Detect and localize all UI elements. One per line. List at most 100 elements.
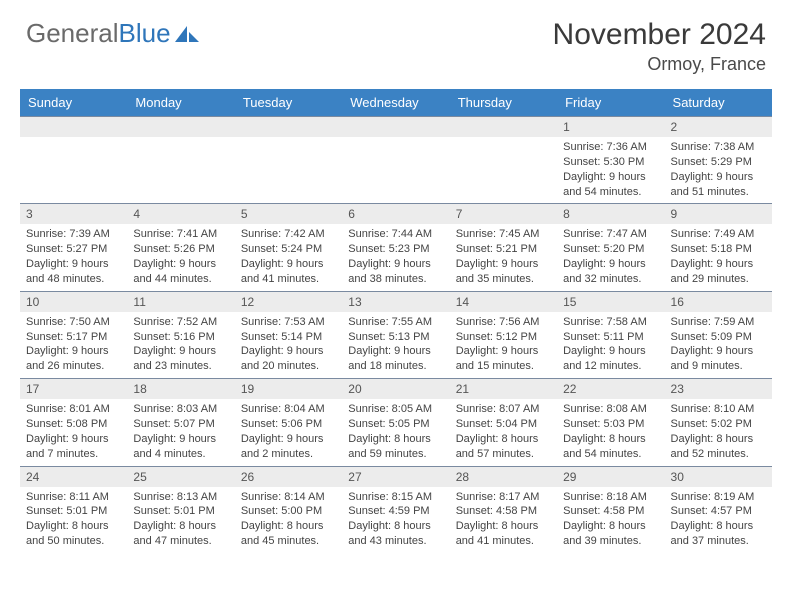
day-details: Sunrise: 7:44 AMSunset: 5:23 PMDaylight:… [342, 224, 449, 290]
calendar-cell: 24Sunrise: 8:11 AMSunset: 5:01 PMDayligh… [20, 466, 127, 553]
calendar-cell: 6Sunrise: 7:44 AMSunset: 5:23 PMDaylight… [342, 204, 449, 291]
calendar-table: SundayMondayTuesdayWednesdayThursdayFrid… [20, 89, 772, 553]
day-details: Sunrise: 7:59 AMSunset: 5:09 PMDaylight:… [665, 312, 772, 378]
empty-daynum [235, 117, 342, 137]
day-number: 23 [665, 379, 772, 399]
calendar-cell: 28Sunrise: 8:17 AMSunset: 4:58 PMDayligh… [450, 466, 557, 553]
day-details: Sunrise: 8:03 AMSunset: 5:07 PMDaylight:… [127, 399, 234, 465]
day-details: Sunrise: 8:18 AMSunset: 4:58 PMDaylight:… [557, 487, 664, 553]
weekday-header: Monday [127, 89, 234, 117]
weekday-header: Tuesday [235, 89, 342, 117]
month-title: November 2024 [553, 18, 766, 52]
day-number: 10 [20, 292, 127, 312]
day-number: 24 [20, 467, 127, 487]
day-details: Sunrise: 8:08 AMSunset: 5:03 PMDaylight:… [557, 399, 664, 465]
weekday-header: Sunday [20, 89, 127, 117]
weekday-header: Thursday [450, 89, 557, 117]
calendar-cell [127, 117, 234, 204]
day-number: 11 [127, 292, 234, 312]
day-number: 6 [342, 204, 449, 224]
day-number: 28 [450, 467, 557, 487]
day-number: 15 [557, 292, 664, 312]
day-details: Sunrise: 7:41 AMSunset: 5:26 PMDaylight:… [127, 224, 234, 290]
day-number: 30 [665, 467, 772, 487]
calendar-cell [235, 117, 342, 204]
day-details: Sunrise: 7:36 AMSunset: 5:30 PMDaylight:… [557, 137, 664, 203]
empty-daynum [20, 117, 127, 137]
day-details: Sunrise: 8:14 AMSunset: 5:00 PMDaylight:… [235, 487, 342, 553]
day-details: Sunrise: 8:11 AMSunset: 5:01 PMDaylight:… [20, 487, 127, 553]
day-details: Sunrise: 8:05 AMSunset: 5:05 PMDaylight:… [342, 399, 449, 465]
logo-text-1: General [26, 18, 119, 49]
day-details: Sunrise: 8:17 AMSunset: 4:58 PMDaylight:… [450, 487, 557, 553]
day-details: Sunrise: 7:50 AMSunset: 5:17 PMDaylight:… [20, 312, 127, 378]
calendar-cell: 5Sunrise: 7:42 AMSunset: 5:24 PMDaylight… [235, 204, 342, 291]
location: Ormoy, France [553, 54, 766, 75]
day-details: Sunrise: 7:53 AMSunset: 5:14 PMDaylight:… [235, 312, 342, 378]
calendar-week-row: 10Sunrise: 7:50 AMSunset: 5:17 PMDayligh… [20, 291, 772, 378]
day-details: Sunrise: 7:52 AMSunset: 5:16 PMDaylight:… [127, 312, 234, 378]
calendar-cell [20, 117, 127, 204]
day-number: 7 [450, 204, 557, 224]
day-number: 18 [127, 379, 234, 399]
day-details: Sunrise: 7:45 AMSunset: 5:21 PMDaylight:… [450, 224, 557, 290]
day-number: 9 [665, 204, 772, 224]
day-details: Sunrise: 8:15 AMSunset: 4:59 PMDaylight:… [342, 487, 449, 553]
calendar-cell: 2Sunrise: 7:38 AMSunset: 5:29 PMDaylight… [665, 117, 772, 204]
day-number: 1 [557, 117, 664, 137]
calendar-cell: 27Sunrise: 8:15 AMSunset: 4:59 PMDayligh… [342, 466, 449, 553]
day-number: 27 [342, 467, 449, 487]
day-number: 26 [235, 467, 342, 487]
calendar-week-row: 24Sunrise: 8:11 AMSunset: 5:01 PMDayligh… [20, 466, 772, 553]
header: GeneralBlue November 2024 Ormoy, France [0, 0, 792, 83]
day-details: Sunrise: 7:47 AMSunset: 5:20 PMDaylight:… [557, 224, 664, 290]
calendar-cell: 12Sunrise: 7:53 AMSunset: 5:14 PMDayligh… [235, 291, 342, 378]
calendar-cell: 1Sunrise: 7:36 AMSunset: 5:30 PMDaylight… [557, 117, 664, 204]
calendar-cell: 23Sunrise: 8:10 AMSunset: 5:02 PMDayligh… [665, 379, 772, 466]
logo-text-2: Blue [119, 18, 171, 49]
day-number: 3 [20, 204, 127, 224]
weekday-header: Saturday [665, 89, 772, 117]
calendar-cell: 8Sunrise: 7:47 AMSunset: 5:20 PMDaylight… [557, 204, 664, 291]
calendar-cell: 14Sunrise: 7:56 AMSunset: 5:12 PMDayligh… [450, 291, 557, 378]
calendar-cell: 26Sunrise: 8:14 AMSunset: 5:00 PMDayligh… [235, 466, 342, 553]
calendar-cell: 11Sunrise: 7:52 AMSunset: 5:16 PMDayligh… [127, 291, 234, 378]
calendar-cell: 9Sunrise: 7:49 AMSunset: 5:18 PMDaylight… [665, 204, 772, 291]
empty-daynum [127, 117, 234, 137]
day-details: Sunrise: 7:56 AMSunset: 5:12 PMDaylight:… [450, 312, 557, 378]
day-details: Sunrise: 8:19 AMSunset: 4:57 PMDaylight:… [665, 487, 772, 553]
day-number: 13 [342, 292, 449, 312]
day-number: 20 [342, 379, 449, 399]
logo: GeneralBlue [26, 18, 201, 49]
calendar-cell: 22Sunrise: 8:08 AMSunset: 5:03 PMDayligh… [557, 379, 664, 466]
day-number: 21 [450, 379, 557, 399]
calendar-week-row: 1Sunrise: 7:36 AMSunset: 5:30 PMDaylight… [20, 117, 772, 204]
title-block: November 2024 Ormoy, France [553, 18, 766, 75]
day-number: 19 [235, 379, 342, 399]
day-details: Sunrise: 7:38 AMSunset: 5:29 PMDaylight:… [665, 137, 772, 203]
calendar-cell: 7Sunrise: 7:45 AMSunset: 5:21 PMDaylight… [450, 204, 557, 291]
calendar-cell: 17Sunrise: 8:01 AMSunset: 5:08 PMDayligh… [20, 379, 127, 466]
calendar-cell: 18Sunrise: 8:03 AMSunset: 5:07 PMDayligh… [127, 379, 234, 466]
calendar-cell: 25Sunrise: 8:13 AMSunset: 5:01 PMDayligh… [127, 466, 234, 553]
calendar-cell: 4Sunrise: 7:41 AMSunset: 5:26 PMDaylight… [127, 204, 234, 291]
calendar-cell: 29Sunrise: 8:18 AMSunset: 4:58 PMDayligh… [557, 466, 664, 553]
logo-sail-icon [175, 24, 201, 44]
calendar-cell: 19Sunrise: 8:04 AMSunset: 5:06 PMDayligh… [235, 379, 342, 466]
calendar-week-row: 3Sunrise: 7:39 AMSunset: 5:27 PMDaylight… [20, 204, 772, 291]
day-details: Sunrise: 7:42 AMSunset: 5:24 PMDaylight:… [235, 224, 342, 290]
calendar-week-row: 17Sunrise: 8:01 AMSunset: 5:08 PMDayligh… [20, 379, 772, 466]
day-details: Sunrise: 8:07 AMSunset: 5:04 PMDaylight:… [450, 399, 557, 465]
day-details: Sunrise: 7:39 AMSunset: 5:27 PMDaylight:… [20, 224, 127, 290]
day-details: Sunrise: 7:49 AMSunset: 5:18 PMDaylight:… [665, 224, 772, 290]
calendar-cell: 16Sunrise: 7:59 AMSunset: 5:09 PMDayligh… [665, 291, 772, 378]
day-number: 14 [450, 292, 557, 312]
calendar-cell: 20Sunrise: 8:05 AMSunset: 5:05 PMDayligh… [342, 379, 449, 466]
weekday-header-row: SundayMondayTuesdayWednesdayThursdayFrid… [20, 89, 772, 117]
day-number: 22 [557, 379, 664, 399]
day-number: 4 [127, 204, 234, 224]
day-details: Sunrise: 7:58 AMSunset: 5:11 PMDaylight:… [557, 312, 664, 378]
day-number: 17 [20, 379, 127, 399]
day-details: Sunrise: 8:10 AMSunset: 5:02 PMDaylight:… [665, 399, 772, 465]
calendar-cell: 13Sunrise: 7:55 AMSunset: 5:13 PMDayligh… [342, 291, 449, 378]
